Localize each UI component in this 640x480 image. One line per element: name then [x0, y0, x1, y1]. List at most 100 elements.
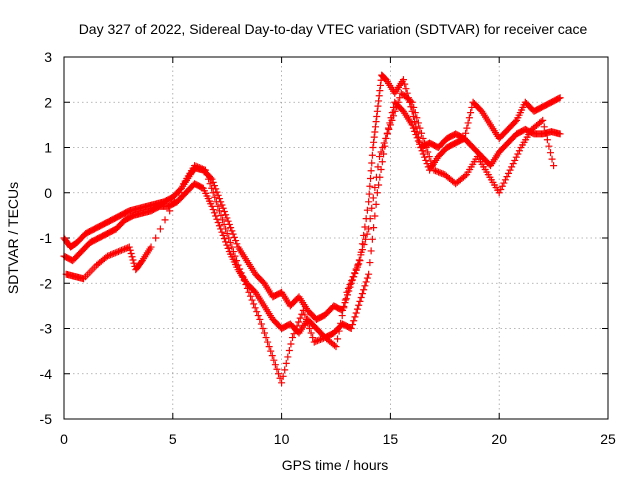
x-tick-label: 15: [383, 431, 399, 447]
data-point: [417, 129, 425, 137]
data-point: [273, 365, 281, 373]
data-point: [257, 320, 265, 328]
data-point: [375, 181, 383, 189]
data-point: [201, 166, 209, 174]
data-point: [343, 288, 351, 296]
data-point: [414, 137, 422, 145]
data-point: [231, 252, 239, 260]
data-point: [370, 133, 378, 141]
data-point: [368, 151, 376, 159]
data-point: [390, 103, 398, 111]
data-point: [372, 200, 380, 208]
data-point: [214, 218, 222, 226]
data-point: [304, 320, 312, 328]
data-point: [293, 322, 301, 330]
data-point: [467, 109, 475, 117]
data-point: [540, 123, 548, 131]
data-point: [296, 314, 304, 322]
data-point: [368, 159, 376, 167]
data-point: [556, 94, 564, 102]
data-point: [357, 293, 365, 301]
data-point: [302, 315, 310, 323]
data-point: [418, 147, 426, 155]
data-point: [210, 209, 218, 217]
data-point: [550, 162, 558, 170]
data-point: [299, 306, 307, 314]
data-point: [274, 370, 282, 378]
data-point: [349, 273, 357, 281]
data-point: [408, 107, 416, 115]
data-point: [371, 212, 379, 220]
data-point: [422, 144, 430, 151]
x-tick-label: 25: [600, 431, 616, 447]
data-point: [209, 178, 217, 186]
data-point: [361, 282, 369, 290]
data-point: [423, 160, 431, 168]
data-point: [388, 116, 396, 124]
data-point: [428, 162, 436, 170]
data-point: [411, 109, 419, 117]
data-point: [118, 246, 126, 254]
data-point: [200, 165, 208, 173]
data-point: [362, 235, 370, 243]
data-point: [374, 102, 382, 110]
data-point: [268, 352, 276, 360]
data-point: [465, 114, 473, 122]
data-point: [498, 182, 506, 190]
data-point: [365, 190, 373, 198]
data-point: [122, 244, 130, 252]
series-track-b: [60, 98, 564, 342]
x-tick-label: 0: [60, 431, 68, 447]
data-point: [537, 118, 545, 126]
data-point: [166, 207, 174, 215]
data-point: [497, 186, 505, 194]
data-point: [416, 140, 424, 148]
data-point: [501, 176, 509, 184]
data-point: [335, 327, 343, 335]
data-point: [212, 185, 220, 193]
data-point: [348, 321, 356, 329]
x-tick-label: 20: [491, 431, 507, 447]
data-point: [213, 188, 221, 196]
data-point: [209, 206, 217, 214]
data-point: [290, 330, 298, 338]
data-point: [209, 189, 217, 197]
data-point: [218, 228, 226, 236]
data-point: [256, 315, 264, 323]
data-point: [360, 286, 368, 294]
y-tick-label: -3: [40, 321, 53, 337]
data-point: [402, 85, 410, 93]
data-point: [213, 215, 221, 223]
data-point: [360, 231, 368, 239]
data-point: [218, 201, 226, 209]
data-point: [225, 234, 233, 242]
data-point: [422, 156, 430, 164]
data-point: [224, 217, 232, 225]
data-point: [278, 379, 286, 387]
data-point: [264, 338, 272, 346]
data-point: [114, 248, 122, 256]
data-marks: [60, 71, 564, 387]
data-point: [279, 372, 287, 380]
x-tick-label: 10: [274, 431, 290, 447]
data-point: [195, 164, 203, 172]
data-point: [367, 167, 375, 175]
data-point: [367, 247, 375, 255]
data-point: [356, 257, 364, 265]
data-point: [129, 256, 137, 264]
data-point: [251, 304, 259, 312]
data-point: [365, 198, 373, 206]
data-point: [245, 288, 253, 296]
data-point: [212, 212, 220, 220]
data-point: [539, 116, 547, 124]
data-point: [396, 94, 404, 102]
y-tick-label: 2: [44, 94, 52, 110]
data-point: [281, 366, 289, 374]
data-point: [306, 325, 314, 332]
data-point: [127, 250, 135, 258]
data-point: [370, 138, 378, 146]
data-point: [375, 92, 383, 100]
data-point: [366, 182, 374, 190]
data-point: [385, 125, 393, 133]
data-point: [233, 240, 241, 248]
